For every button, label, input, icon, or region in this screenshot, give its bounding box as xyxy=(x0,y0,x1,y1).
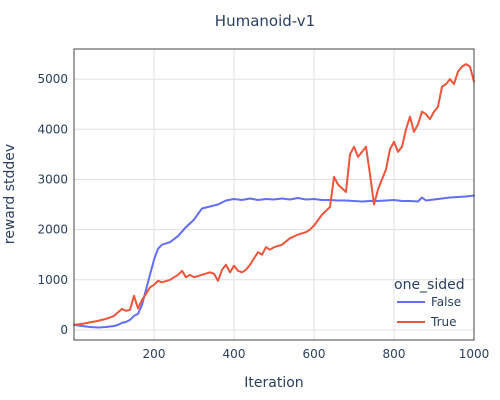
y-tick-label: 4000 xyxy=(37,122,68,136)
x-tick-label: 200 xyxy=(143,347,166,361)
x-tick-label: 400 xyxy=(223,347,246,361)
y-tick-labels: 0 1000 2000 3000 4000 5000 xyxy=(37,72,68,337)
x-tick-label: 1000 xyxy=(459,347,490,361)
y-gridlines xyxy=(74,78,474,331)
y-axis-title: reward stddev xyxy=(2,144,18,244)
series-line-true xyxy=(73,63,475,326)
y-tick-label: 5000 xyxy=(37,72,68,86)
x-tick-label: 600 xyxy=(303,347,326,361)
series-layer xyxy=(73,63,475,329)
plot-frame xyxy=(73,48,475,341)
series-line-false xyxy=(73,194,475,329)
y-tick-label: 0 xyxy=(60,323,68,337)
legend: one_sided False True xyxy=(394,277,465,329)
x-tick-labels: 200 400 600 800 1000 xyxy=(143,347,490,361)
legend-title: one_sided xyxy=(394,277,465,293)
y-tick-label: 3000 xyxy=(37,172,68,186)
x-tick-label: 800 xyxy=(383,347,406,361)
x-gridlines xyxy=(153,49,475,340)
x-axis-title: Iteration xyxy=(244,375,303,391)
legend-label-true: True xyxy=(430,315,457,329)
chart-title: Humanoid-v1 xyxy=(215,12,315,30)
legend-label-false: False xyxy=(431,295,461,309)
y-tick-label: 2000 xyxy=(37,223,68,237)
y-tick-label: 1000 xyxy=(37,273,68,287)
